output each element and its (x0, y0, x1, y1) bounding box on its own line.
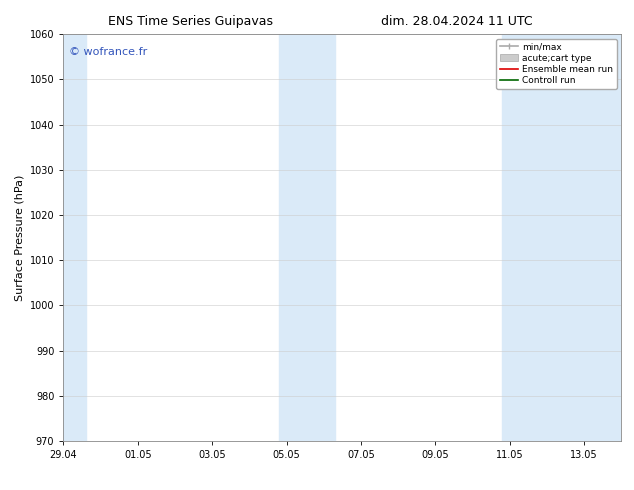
Bar (540, 34, 621, 441)
Legend: min/max, acute;cart type, Ensemble mean run, Controll run: min/max, acute;cart type, Ensemble mean … (496, 39, 617, 89)
Text: © wofrance.fr: © wofrance.fr (69, 47, 147, 56)
Text: dim. 28.04.2024 11 UTC: dim. 28.04.2024 11 UTC (380, 15, 533, 28)
Bar (63, 34, 86, 441)
Bar (279, 34, 335, 441)
Text: ENS Time Series Guipavas: ENS Time Series Guipavas (108, 15, 273, 28)
Bar (502, 34, 540, 441)
Y-axis label: Surface Pressure (hPa): Surface Pressure (hPa) (14, 174, 24, 301)
